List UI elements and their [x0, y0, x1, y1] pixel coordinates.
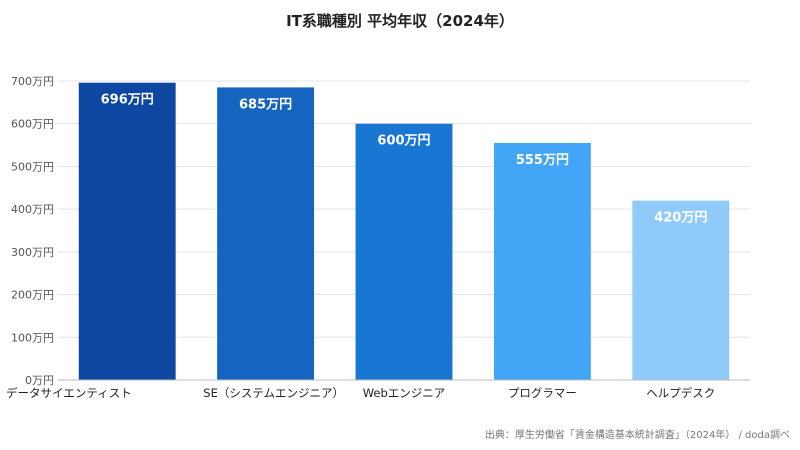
y-tick-label: 200万円	[11, 289, 54, 302]
bar	[493, 142, 591, 380]
y-tick-label: 600万円	[11, 118, 54, 131]
y-tick-label: 500万円	[11, 160, 54, 173]
y-tick-label: 400万円	[11, 203, 54, 216]
x-tick-label: SE（システムエンジニア）	[203, 386, 344, 400]
bar-value-label: 420万円	[654, 211, 707, 226]
bar-value-label: 685万円	[239, 97, 292, 112]
bar-value-label: 600万円	[377, 134, 430, 149]
x-axis-ticks: データサイエンティスト SE（システムエンジニア） Webエンジニア プログラマー ヘル…	[6, 386, 715, 400]
source-note: 出典：厚生労働省「賃金構造基本統計調査」（2024年） / doda調べ	[485, 428, 790, 441]
bar	[217, 87, 315, 381]
x-tick-label: Webエンジニア	[363, 386, 446, 400]
y-tick-label: 0万円	[25, 374, 54, 387]
bar	[78, 82, 176, 381]
y-tick-label: 100万円	[11, 331, 54, 344]
y-axis-ticks: 0万円 100万円 200万円 300万円 400万円 500万円 600万円 700万円	[11, 75, 54, 387]
bar	[355, 123, 453, 380]
bar-value-label: 555万円	[516, 153, 569, 168]
x-tick-label: データサイエンティスト	[6, 386, 132, 400]
y-tick-label: 300万円	[11, 246, 54, 259]
bar-value-labels: 696万円 685万円 600万円 555万円 420万円	[101, 93, 708, 226]
bars	[78, 82, 730, 381]
x-tick-label: ヘルプデスク	[646, 386, 715, 400]
bar	[632, 200, 730, 380]
bar-value-label: 696万円	[101, 93, 154, 108]
chart-title: IT系職種別 平均年収（2024年）	[286, 12, 514, 30]
y-tick-label: 700万円	[11, 75, 54, 88]
x-tick-label: プログラマー	[508, 386, 577, 400]
